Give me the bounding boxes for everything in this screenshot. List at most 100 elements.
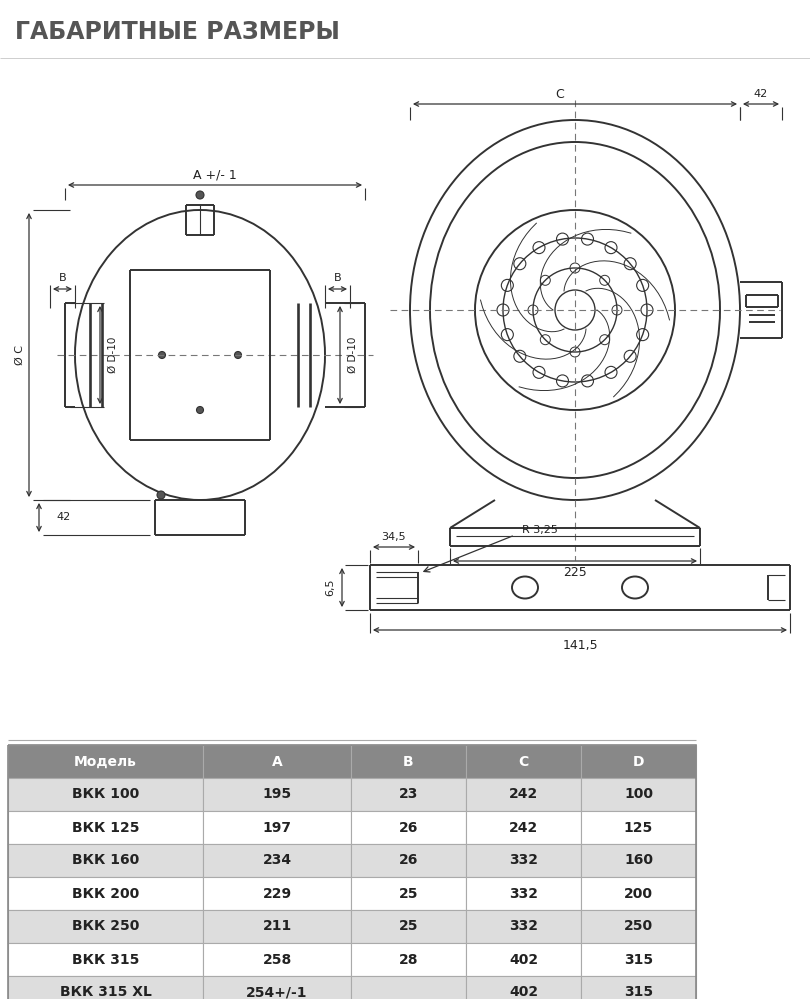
Text: 254+/-1: 254+/-1 — [246, 985, 308, 999]
Bar — [466, 745, 581, 778]
Text: B: B — [403, 754, 414, 768]
Bar — [581, 943, 696, 976]
Bar — [466, 910, 581, 943]
Text: ВКК 200: ВКК 200 — [72, 886, 139, 900]
Bar — [8, 745, 696, 999]
Text: 315: 315 — [624, 952, 653, 966]
Text: A: A — [271, 754, 283, 768]
Text: 197: 197 — [262, 820, 292, 834]
Bar — [8, 976, 203, 999]
Text: 242: 242 — [509, 787, 538, 801]
Circle shape — [159, 352, 165, 359]
Text: 26: 26 — [399, 853, 418, 867]
Bar — [466, 976, 581, 999]
Text: Ø D-10: Ø D-10 — [108, 337, 118, 374]
Text: ВКК 315: ВКК 315 — [72, 952, 139, 966]
Bar — [351, 811, 466, 844]
Bar — [466, 811, 581, 844]
Bar — [203, 811, 351, 844]
Text: 23: 23 — [399, 787, 418, 801]
Bar — [203, 877, 351, 910]
Text: 6,5: 6,5 — [325, 578, 335, 596]
Text: ВКК 125: ВКК 125 — [72, 820, 139, 834]
Text: 26: 26 — [399, 820, 418, 834]
Bar — [581, 877, 696, 910]
Circle shape — [197, 407, 203, 414]
Text: ВКК 315 XL: ВКК 315 XL — [60, 985, 151, 999]
Text: 242: 242 — [509, 820, 538, 834]
Bar — [351, 910, 466, 943]
Bar — [581, 844, 696, 877]
Text: B: B — [58, 273, 66, 283]
Text: 100: 100 — [624, 787, 653, 801]
Circle shape — [196, 191, 204, 199]
Text: 250: 250 — [624, 919, 653, 933]
Bar — [8, 943, 203, 976]
Bar — [8, 811, 203, 844]
Bar — [203, 844, 351, 877]
Text: B: B — [334, 273, 341, 283]
Text: Ø C: Ø C — [15, 345, 25, 365]
Text: 34,5: 34,5 — [382, 532, 407, 542]
Bar — [351, 877, 466, 910]
Bar — [466, 943, 581, 976]
Text: 258: 258 — [262, 952, 292, 966]
Bar — [351, 976, 466, 999]
Text: 402: 402 — [509, 985, 538, 999]
Bar — [466, 844, 581, 877]
Bar — [351, 844, 466, 877]
Text: 234: 234 — [262, 853, 292, 867]
Circle shape — [235, 352, 241, 359]
Text: A +/- 1: A +/- 1 — [193, 169, 237, 182]
Text: 225: 225 — [563, 566, 587, 579]
Text: 229: 229 — [262, 886, 292, 900]
Text: 141,5: 141,5 — [562, 639, 598, 652]
Text: 200: 200 — [624, 886, 653, 900]
Text: R 3,25: R 3,25 — [522, 525, 558, 535]
Text: Ø D-10: Ø D-10 — [348, 337, 358, 374]
Bar — [466, 778, 581, 811]
Text: 28: 28 — [399, 952, 418, 966]
Text: ГАБАРИТНЫЕ РАЗМЕРЫ: ГАБАРИТНЫЕ РАЗМЕРЫ — [15, 20, 340, 44]
Text: 211: 211 — [262, 919, 292, 933]
Bar — [8, 844, 203, 877]
Circle shape — [157, 491, 165, 499]
Text: C: C — [556, 88, 565, 101]
Bar — [203, 943, 351, 976]
Text: 402: 402 — [509, 952, 538, 966]
Bar — [203, 910, 351, 943]
Bar — [581, 745, 696, 778]
Text: 332: 332 — [509, 919, 538, 933]
Text: C: C — [518, 754, 529, 768]
Text: 25: 25 — [399, 886, 418, 900]
Bar — [581, 811, 696, 844]
Bar — [581, 976, 696, 999]
Bar — [581, 910, 696, 943]
Bar — [351, 745, 466, 778]
Text: Модель: Модель — [74, 754, 137, 768]
Bar — [8, 745, 203, 778]
Bar — [8, 910, 203, 943]
Bar — [203, 976, 351, 999]
Bar — [8, 877, 203, 910]
Text: ВКК 250: ВКК 250 — [72, 919, 139, 933]
Bar — [351, 778, 466, 811]
Text: 25: 25 — [399, 919, 418, 933]
Text: 332: 332 — [509, 853, 538, 867]
Text: ВКК 160: ВКК 160 — [72, 853, 139, 867]
Text: 332: 332 — [509, 886, 538, 900]
Text: 125: 125 — [624, 820, 653, 834]
Text: 42: 42 — [56, 512, 70, 522]
Bar — [203, 778, 351, 811]
Text: 42: 42 — [754, 89, 768, 99]
Text: 195: 195 — [262, 787, 292, 801]
Text: 315: 315 — [624, 985, 653, 999]
Bar — [581, 778, 696, 811]
Text: D: D — [633, 754, 644, 768]
Text: ВКК 100: ВКК 100 — [72, 787, 139, 801]
Bar — [8, 778, 203, 811]
Bar — [203, 745, 351, 778]
Bar — [351, 943, 466, 976]
Bar — [466, 877, 581, 910]
Text: 160: 160 — [624, 853, 653, 867]
